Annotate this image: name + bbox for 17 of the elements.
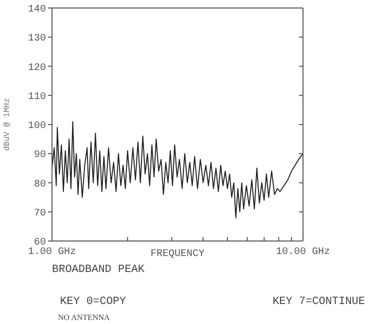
y-tick-label: 80 [34, 179, 46, 190]
text: BROADBAND PEAK [52, 264, 144, 276]
y-tick-label: 140 [28, 4, 46, 16]
y-tick-label: 120 [28, 62, 46, 74]
y-axis-title: dBuV @ 1MHz [2, 98, 12, 151]
y-tick-label: 90 [34, 150, 46, 162]
text: NO ANTENNA [58, 313, 110, 322]
text: KEY 7=CONTINUE [272, 296, 365, 308]
y-tick-label: 60 [34, 238, 46, 249]
x-tick-label: 10.00 GHz [276, 247, 330, 258]
y-tick-label: 110 [28, 92, 46, 103]
y-tick-label: 100 [28, 121, 46, 132]
x-axis-title: FREQUENCY [150, 249, 205, 260]
y-tick-label: 70 [34, 208, 46, 220]
y-tick-label: 130 [28, 34, 46, 45]
x-tick-label: 1.00 GHz [28, 247, 76, 258]
text: KEY 0=COPY [60, 296, 126, 308]
